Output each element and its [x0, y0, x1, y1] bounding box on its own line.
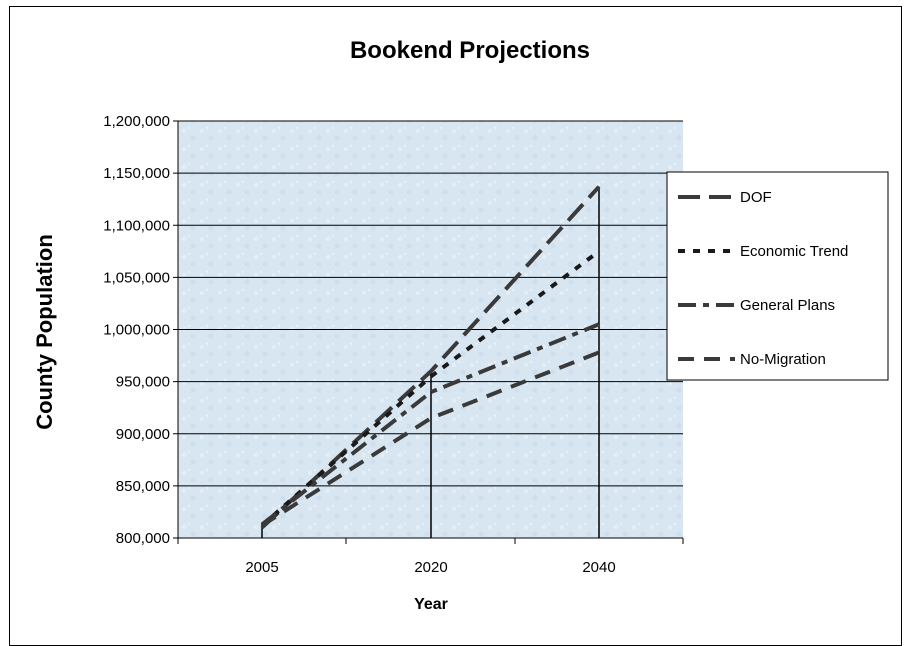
- series-lines: [260, 185, 601, 530]
- y-axis-label: County Population: [32, 234, 57, 430]
- legend-label: No-Migration: [740, 351, 826, 368]
- legend-label: Economic Trend: [740, 243, 848, 260]
- y-tick-label: 1,150,000: [103, 165, 170, 182]
- x-tick-label: 2020: [414, 559, 447, 576]
- x-tick-label: 2040: [582, 559, 615, 576]
- x-axis-label: Year: [414, 596, 448, 613]
- legend-label: DOF: [740, 189, 772, 206]
- gridlines: [178, 120, 683, 538]
- x-axis: 2005 2020 2040: [177, 537, 684, 576]
- legend-label: General Plans: [740, 297, 835, 314]
- y-tick-label: 1,000,000: [103, 322, 170, 339]
- legend-box: [666, 171, 889, 381]
- legend: DOF Economic Trend General Plans No-Migrati…: [666, 171, 889, 381]
- y-tick-label: 900,000: [116, 426, 170, 443]
- y-tick-label: 1,200,000: [103, 113, 170, 130]
- y-tick-label: 1,100,000: [103, 217, 170, 234]
- x-tick-label: 2005: [245, 559, 278, 576]
- y-tick-label: 1,050,000: [103, 269, 170, 286]
- chart-svg: Bookend Projections 800,000 850,000 900,00…: [32, 37, 889, 613]
- y-tick-label: 950,000: [116, 374, 170, 391]
- y-tick-label: 800,000: [116, 530, 170, 547]
- chart-title: Bookend Projections: [350, 37, 590, 64]
- y-axis: 800,000 850,000 900,000 950,000 1,000,000 1,0…: [103, 113, 179, 547]
- series-line-1: [260, 249, 601, 527]
- y-tick-label: 850,000: [116, 478, 170, 495]
- series-line-3: [260, 350, 600, 528]
